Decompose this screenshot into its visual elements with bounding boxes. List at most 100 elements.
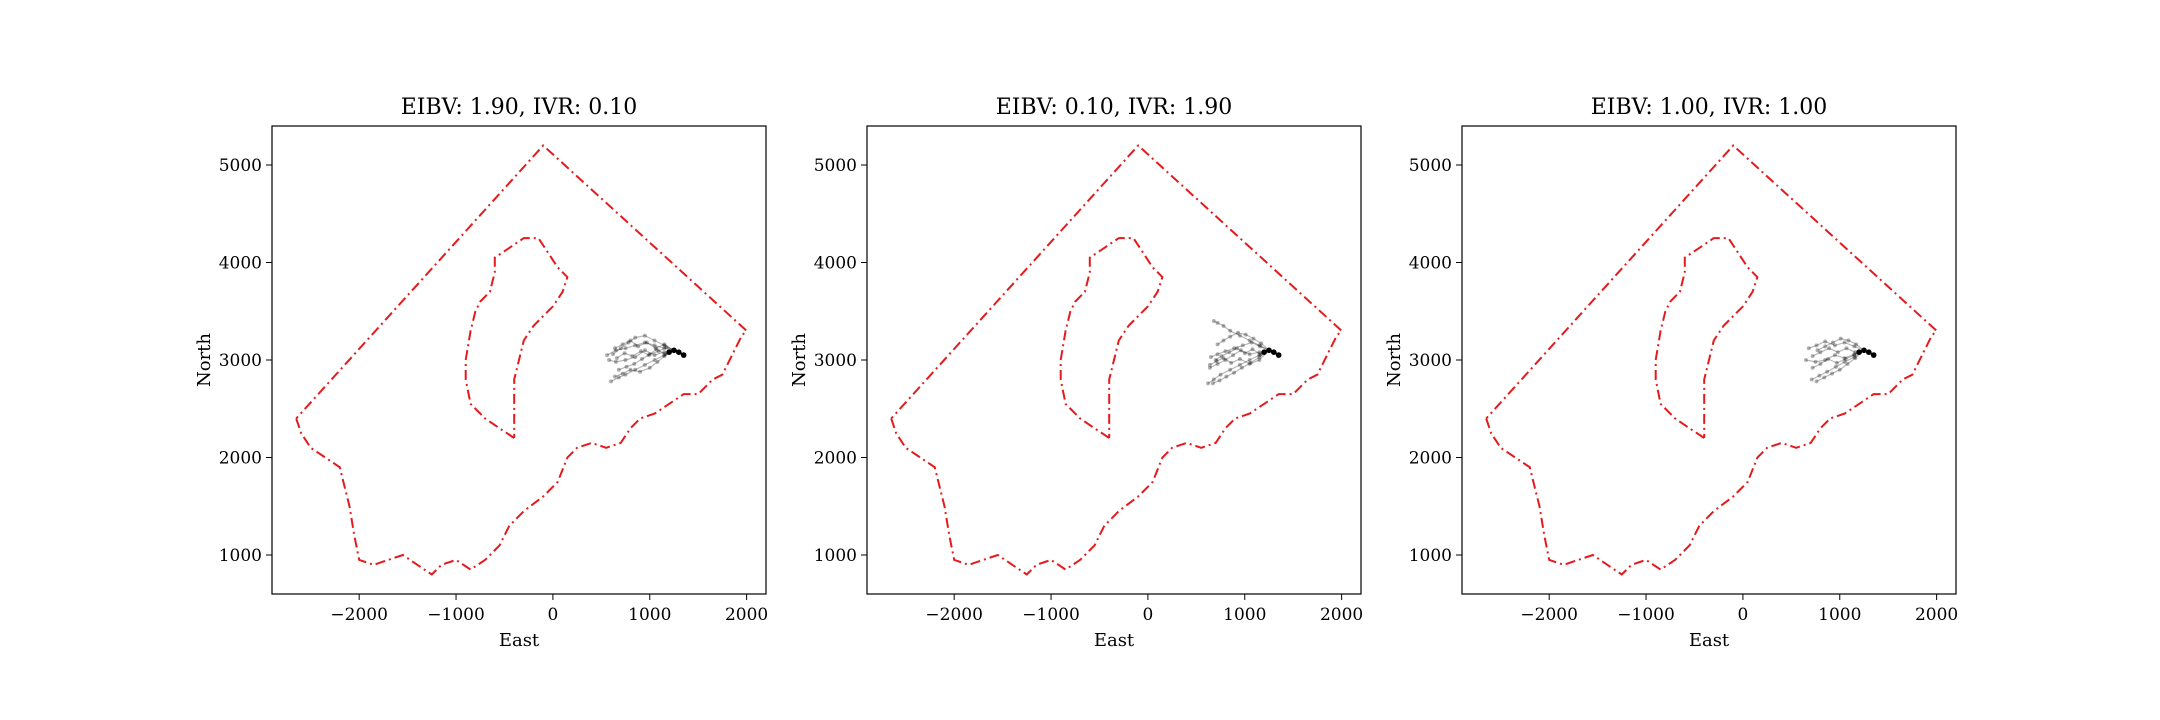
x-axis-label: East [1094,630,1135,651]
trajectory-point [1257,343,1262,348]
inner-boundary-line [1059,237,1164,439]
trajectory-point [1814,343,1819,348]
trajectory-point [1243,332,1248,337]
trajectory-point [1842,356,1847,361]
trajectory-point [609,379,613,384]
start-path-point [1275,352,1282,358]
trajectory-point [623,358,628,362]
trajectory-point [613,348,618,353]
y-tick-label: 5000 [814,156,857,176]
trajectory-point [1838,336,1843,341]
trajectory-point [1827,346,1832,351]
trajectory-point [1844,346,1849,351]
x-tick-label: 1000 [1223,605,1266,625]
trajectory-point [653,346,658,351]
trajectory-point [1218,372,1223,377]
trajectory-point [1822,375,1827,380]
trajectory-point [654,347,659,352]
trajectory-point [1833,364,1838,369]
trajectory-point [1237,333,1242,338]
trajectory-point [1853,356,1858,361]
trajectory-point [633,367,638,372]
outer-boundary-line [295,144,749,576]
trajectory-point [1232,346,1237,351]
y-tick-label: 3000 [219,351,262,371]
x-tick-label: −1000 [1022,605,1080,625]
subplot-2: EIBV: 0.10, IVR: 1.90 −2000 −1000 0 1000 2000… [789,95,1363,651]
chart-title: EIBV: 1.90, IVR: 0.10 [401,95,638,120]
trajectory-point [638,369,643,374]
trajectory-point [1854,342,1859,347]
trajectory-line [1210,341,1279,358]
x-axis-label: East [499,630,540,651]
trajectory-point [630,354,635,359]
trajectory-point [1229,360,1234,365]
trajectory-point [1240,343,1245,348]
trajectory-line [614,339,684,356]
outer-boundary-line [890,144,1344,576]
trajectory-point [1239,365,1244,370]
trajectory-point [1248,360,1253,365]
trajectory-point [626,340,631,345]
trajectory-point [1224,374,1229,379]
start-path-point [1271,349,1277,356]
trajectory-point [1810,354,1815,359]
trajectory-point [647,365,652,370]
trajectory-point [1235,346,1239,351]
trajectory-point [1213,358,1218,362]
x-tick-label: −1000 [427,605,485,625]
trajectory-point [1842,359,1847,364]
x-tick-label: 0 [1737,605,1748,625]
trajectory-point [1830,371,1834,376]
x-tick-label: −1000 [1617,605,1675,625]
trajectory-point [1803,358,1808,362]
trajectory-point [607,358,612,362]
trajectory-point [1806,346,1811,351]
trajectory-point [620,342,625,347]
trajectory-point [1206,381,1210,386]
trajectory-point [1843,357,1848,361]
trajectory-point [1852,352,1857,357]
trajectory-point [633,335,638,340]
trajectory-point [662,343,667,348]
x-tick-label: −2000 [925,605,983,625]
start-path-point [666,349,672,356]
trajectory-point [1247,358,1252,362]
trajectory-point [1852,355,1857,360]
trajectory-point [1817,373,1822,378]
trajectory-point [1250,347,1255,352]
trajectory-point [1221,323,1226,328]
y-tick-label: 1000 [814,546,857,566]
trajectory-point [618,346,623,351]
trajectory-point [1215,361,1220,366]
trajectory-point [664,345,669,350]
y-tick-label: 2000 [219,449,262,469]
trajectory-point [1228,367,1233,372]
trajectory-point [611,352,615,357]
trajectory-line [1213,320,1279,356]
trajectory-point [644,340,649,345]
x-axis-label: East [1689,630,1730,651]
x-tick-label: 0 [547,605,558,625]
trajectory-point [1238,348,1243,353]
trajectory-point [642,348,647,353]
trajectory-point [1211,319,1216,323]
trajectory-point [1832,343,1837,348]
start-path-point [1856,349,1862,356]
trajectory-point [646,353,651,358]
trajectory-point [1257,350,1262,355]
trajectory-point [642,333,647,338]
y-tick-label: 4000 [814,254,857,274]
trajectory-point [633,343,638,348]
trajectory-point [1832,353,1837,358]
trajectory-point [1247,361,1252,366]
chart-title: EIBV: 0.10, IVR: 1.90 [996,95,1233,120]
trajectory-point [662,354,667,359]
trajectory-point [1834,360,1839,365]
trajectory-point [605,353,610,358]
trajectory-point [1809,377,1814,382]
trajectory-point [623,346,628,351]
y-tick-label: 1000 [219,546,262,566]
trajectory-point [623,372,628,377]
trajectory-point [1237,362,1242,367]
